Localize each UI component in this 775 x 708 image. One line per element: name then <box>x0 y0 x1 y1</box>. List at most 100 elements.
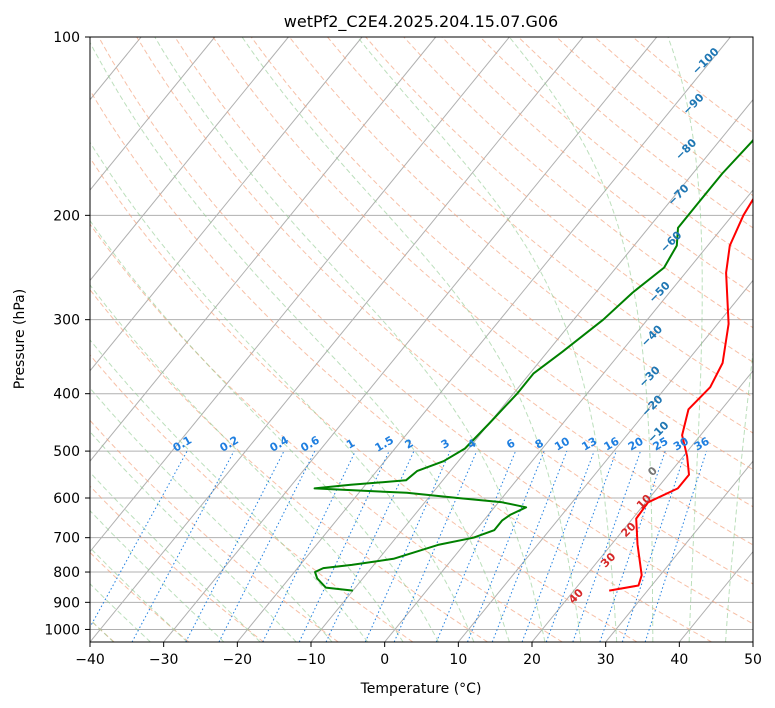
isotherm-line <box>90 37 437 463</box>
dry-adiabat-label: −100 <box>690 45 722 77</box>
mixing-ratio-line <box>572 450 641 642</box>
mixing-ratio-line <box>467 450 545 642</box>
chart-title: wetPf2_C2E4.2025.204.15.07.G06 <box>284 12 558 32</box>
y-tick-label: 900 <box>53 595 80 611</box>
sounding-profiles <box>313 138 753 592</box>
moist-adiabat-line <box>90 430 297 642</box>
moist-adiabat-line <box>154 37 546 642</box>
moist-adiabat-line <box>90 141 475 642</box>
x-axis-label: Temperature (°C) <box>360 681 482 697</box>
x-tick-label: 50 <box>744 652 762 668</box>
dry-adiabat-label: 40 <box>566 586 586 606</box>
y-tick-label: 300 <box>53 313 80 329</box>
isotherm-line <box>90 37 289 282</box>
mixing-ratio-line <box>435 450 517 642</box>
dry-adiabat-line <box>90 419 339 642</box>
y-tick-label: 100 <box>53 30 80 46</box>
mixing-ratio-line <box>131 450 235 642</box>
isotherm-line <box>90 37 216 191</box>
moist-adiabat-line <box>90 284 404 642</box>
y-tick-label: 200 <box>53 208 80 224</box>
mixing-ratio-line <box>521 450 595 642</box>
dry-adiabat-line <box>90 89 712 642</box>
isotherm-line <box>236 37 731 642</box>
y-tick-label: 800 <box>53 565 80 581</box>
moist-adiabat-line <box>90 546 188 642</box>
dry-adiabat-line <box>441 37 753 295</box>
isotherm-line <box>0 37 67 642</box>
isotherm-line <box>90 37 363 372</box>
moist-adiabat-line <box>667 37 703 642</box>
mixing-ratio-line <box>325 450 415 642</box>
moist-adiabat-line <box>725 347 753 642</box>
x-tick-label: 30 <box>597 652 615 668</box>
mixing-ratio-label: 3 <box>439 437 452 452</box>
isotherm-line <box>90 37 510 553</box>
isotherm-line <box>90 37 584 642</box>
dry-adiabat-line <box>289 37 753 434</box>
dewpoint-profile <box>313 138 753 592</box>
mixing-ratio-label: 6 <box>504 436 517 451</box>
mixing-ratio-line <box>364 450 451 642</box>
axes: −40 −30 −20 −10 0 10 20 30 40 5010020030040050060… <box>44 30 762 668</box>
dry-adiabat-label: 30 <box>598 550 618 570</box>
temperature-profile <box>609 197 753 592</box>
isotherm-line <box>531 370 753 642</box>
y-tick-label: 500 <box>53 444 80 460</box>
moist-adiabat-line <box>90 583 151 642</box>
dry-adiabat-line <box>403 37 753 329</box>
moist-adiabat-line <box>241 37 582 642</box>
mixing-ratio-line <box>545 450 617 642</box>
moist-adiabat-line <box>90 509 225 642</box>
x-tick-label: −30 <box>149 652 179 668</box>
x-tick-label: −40 <box>75 652 105 668</box>
mixing-ratio-label: 8 <box>533 437 546 452</box>
x-tick-label: 20 <box>523 652 541 668</box>
dry-adiabat-line <box>327 37 753 398</box>
mixing-ratio-line <box>185 450 285 642</box>
dry-adiabat-line <box>90 551 190 642</box>
x-tick-label: 0 <box>380 652 389 668</box>
mixing-ratio-line <box>621 450 687 642</box>
moist-adiabat-line <box>90 387 333 642</box>
y-tick-label: 1000 <box>44 622 80 638</box>
moist-adiabat-line <box>90 219 439 642</box>
dry-adiabat-line <box>136 37 753 585</box>
y-tick-label: 600 <box>53 491 80 507</box>
dry-adiabat-label: −20 <box>639 392 666 419</box>
isotherm-line <box>605 460 753 642</box>
moist-adiabat-line <box>508 37 654 642</box>
line-labels: 0.1 0.2 0.4 0.6 1 1.5 2 3 4 6 8 10 13 16 20 25 30 36−100−… <box>171 45 722 606</box>
x-tick-label: −20 <box>223 652 253 668</box>
dry-adiabat-label: −30 <box>636 363 663 390</box>
dry-adiabat-line <box>556 37 753 197</box>
y-tick-label: 400 <box>53 387 80 403</box>
dry-adiabat-line <box>479 37 753 262</box>
dry-adiabat-label: −70 <box>665 181 692 208</box>
dry-adiabat-line <box>98 37 753 625</box>
isotherm-line <box>752 641 753 642</box>
dry-adiabat-line <box>90 288 488 642</box>
isotherm-line <box>457 279 753 642</box>
plot-frame <box>89 36 754 643</box>
mixing-ratio-line <box>644 450 707 642</box>
moist-adiabat-line <box>90 339 369 642</box>
mixing-ratio-label: 1 <box>344 437 357 452</box>
x-tick-label: 40 <box>670 652 688 668</box>
dry-adiabat-label: −50 <box>646 279 673 306</box>
dry-adiabat-line <box>90 223 563 642</box>
background-lines <box>0 37 753 642</box>
mixing-ratio-line <box>90 450 188 629</box>
mixing-ratio-line <box>262 450 356 642</box>
dry-adiabat-line <box>90 485 264 642</box>
dry-adiabat-label: −60 <box>658 228 685 255</box>
x-tick-label: −10 <box>296 652 326 668</box>
dry-adiabat-line <box>212 37 753 508</box>
mixing-ratio-line <box>599 450 666 642</box>
mixing-ratio-line <box>298 450 390 642</box>
y-axis-label: Pressure (hPa) <box>12 289 28 389</box>
y-tick-label: 700 <box>53 531 80 547</box>
isotherm-line <box>163 37 658 642</box>
mixing-ratio-line <box>393 450 478 642</box>
